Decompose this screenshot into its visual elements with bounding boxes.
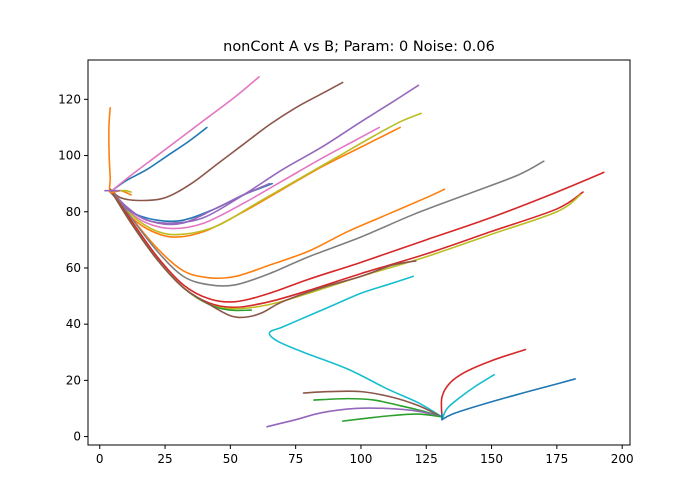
series-line-18 <box>108 106 132 196</box>
x-tick-label: 150 <box>480 452 503 466</box>
series-line-25 <box>313 397 443 418</box>
x-tick-label: 50 <box>223 452 238 466</box>
series-line-6 <box>109 126 401 238</box>
x-tick-label: 125 <box>415 452 438 466</box>
series-line-14 <box>109 188 582 310</box>
y-tick-label: 120 <box>58 92 81 106</box>
series-line-21 <box>440 348 527 418</box>
series-line-5 <box>109 126 381 230</box>
x-tick-label: 200 <box>611 452 634 466</box>
x-tick-label: 175 <box>545 452 568 466</box>
series-line-17 <box>268 275 443 418</box>
series-line-10 <box>109 188 446 280</box>
x-axis: 0 25 50 75 100 125 150 175 200 <box>96 445 634 466</box>
series-line-11 <box>109 160 545 287</box>
x-tick-label: 100 <box>350 452 373 466</box>
x-tick-label: 25 <box>157 452 172 466</box>
series-line-9 <box>109 182 271 226</box>
series-line-7 <box>109 112 422 236</box>
series-line-23 <box>441 378 576 421</box>
plot-frame <box>87 59 631 446</box>
series-line-13 <box>109 188 584 309</box>
y-tick-label: 60 <box>66 261 81 275</box>
y-tick-label: 20 <box>66 373 81 387</box>
y-axis: 0 20 40 60 80 100 120 <box>58 92 88 444</box>
y-tick-label: 80 <box>66 205 81 219</box>
series-line-4 <box>109 84 420 224</box>
series-line-1 <box>109 126 208 193</box>
series-line-20 <box>119 189 132 193</box>
series-line-12 <box>109 171 605 303</box>
series-line-15 <box>109 188 253 312</box>
series-line-3 <box>109 81 344 202</box>
y-tick-label: 40 <box>66 317 81 331</box>
y-tick-label: 100 <box>58 149 81 163</box>
plot-area <box>104 76 605 428</box>
series-line-26 <box>266 407 443 428</box>
y-tick-label: 0 <box>73 430 81 444</box>
series-line-27 <box>341 413 443 422</box>
series-line-2 <box>109 76 260 193</box>
x-tick-label: 75 <box>288 452 303 466</box>
series-line-22 <box>441 373 495 421</box>
series-line-16 <box>109 188 417 319</box>
series-line-24 <box>302 390 443 418</box>
x-tick-label: 0 <box>96 452 104 466</box>
chart-title: nonCont A vs B; Param: 0 Noise: 0.06 <box>223 39 495 55</box>
